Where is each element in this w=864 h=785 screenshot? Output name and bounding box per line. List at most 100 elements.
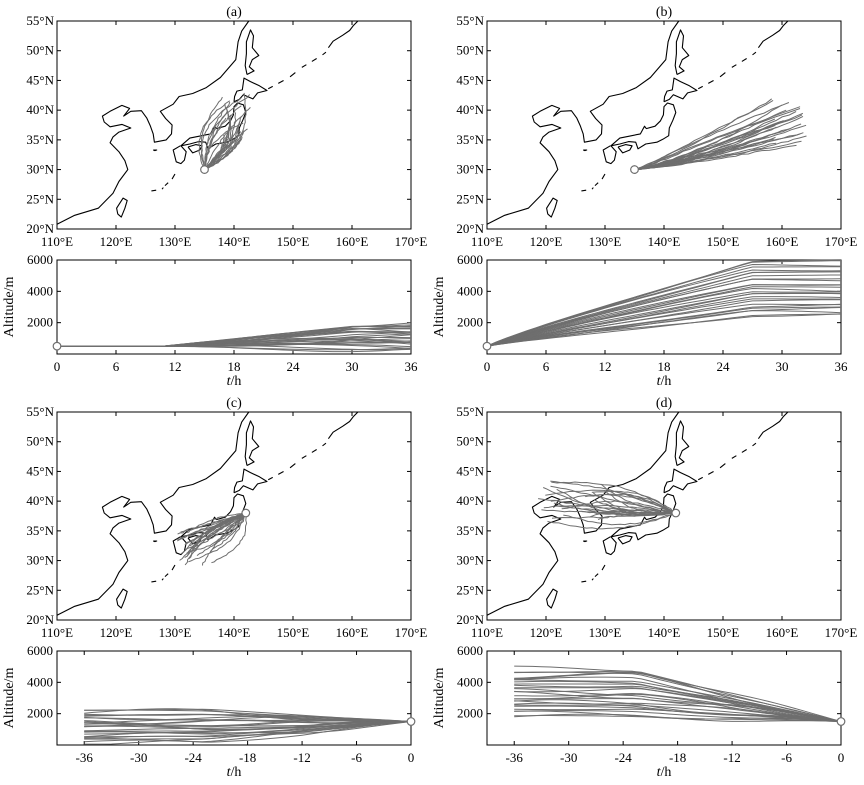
coastline-2 [617, 144, 633, 154]
x-tick-label: 0 [54, 359, 61, 374]
island-chain-1 [731, 455, 737, 459]
x-axis-label: t/h [657, 374, 672, 389]
coastline-4 [244, 29, 260, 75]
trajectory-line [550, 485, 676, 514]
island-chain-0 [161, 578, 164, 581]
trajectory-line [600, 483, 676, 514]
island-chain-1 [301, 64, 307, 68]
altitude-line [486, 271, 842, 347]
island-chain-1 [277, 470, 284, 475]
island-chain-1 [289, 72, 296, 78]
trajectory-line [204, 133, 234, 171]
island-chain-0 [151, 580, 157, 583]
island-chain-1 [267, 85, 273, 90]
trajectory-line [543, 487, 677, 514]
origin-marker [406, 717, 416, 726]
coastline-4 [674, 29, 690, 75]
x-axis-label: t/h [227, 374, 242, 389]
x-tick-label: 130°E [589, 625, 622, 640]
y-tick-label: 20°N [456, 221, 484, 236]
origin-marker [241, 508, 251, 518]
x-tick-label: -18 [669, 750, 686, 765]
y-tick-label: 45°N [456, 72, 484, 87]
trajectory-line [200, 97, 242, 170]
x-tick-label: 150°E [277, 625, 310, 640]
x-tick-label: 36 [405, 359, 419, 374]
coastline-7 [327, 20, 359, 49]
trajectory-line [633, 111, 797, 170]
island-chain-0 [591, 578, 594, 581]
altitude-line [486, 260, 842, 347]
trajectory-line [186, 512, 246, 554]
coastline-6 [153, 540, 158, 543]
trajectory-line [547, 512, 677, 530]
island-chain-1 [752, 442, 757, 447]
x-tick-label: 0 [838, 750, 845, 765]
altitude-curves [514, 665, 842, 722]
origin-marker [836, 717, 846, 726]
y-tick-label: 6000 [457, 252, 483, 267]
trajectory-line [204, 101, 231, 171]
trajectory-line [204, 105, 242, 170]
altitude-frame [486, 650, 842, 746]
x-tick-label: 170°E [825, 234, 858, 249]
y-tick-label: 4000 [27, 674, 53, 689]
y-tick-label: 4000 [27, 283, 53, 298]
x-tick-label: 170°E [825, 625, 858, 640]
coastline-4 [674, 420, 690, 466]
x-tick-label: 160°E [336, 234, 369, 249]
y-tick-label: 20°N [26, 612, 54, 627]
altitude-line [514, 679, 842, 722]
coastline-7 [757, 20, 789, 49]
island-chain-1 [322, 51, 327, 56]
y-tick-label: 2000 [457, 706, 483, 721]
coastline-5 [116, 197, 128, 218]
coastline-3 [663, 77, 698, 103]
coastline-0 [486, 20, 680, 225]
panel-title: (c) [226, 396, 242, 411]
trajectory-line [635, 108, 801, 170]
y-tick-label: 25°N [26, 582, 54, 597]
altitude-curves [84, 708, 412, 745]
trajectory-line [211, 513, 248, 564]
altitude-panel-c: -36 -30 -24 -18 -12 -6 0 2000 4000 6000 Altitude/m… [2, 643, 416, 780]
island-chain-0 [581, 189, 587, 192]
x-axis-label-var: t [227, 374, 232, 389]
island-chain-1 [719, 72, 726, 78]
map-panel-b: (b) 110°E 120°E 130°E 140°E 150°E 160°E 170°E 20… [456, 5, 857, 249]
island-chain-0 [594, 573, 599, 578]
x-tick-label: 0 [408, 750, 415, 765]
y-tick-label: 40°N [26, 493, 54, 508]
coastline-3 [233, 77, 268, 103]
altitude-line [84, 708, 412, 722]
altitude-line [486, 303, 842, 347]
trajectory-group [538, 480, 677, 530]
altitude-line [514, 687, 842, 722]
island-chain-1 [741, 58, 747, 62]
trajectory-line [633, 132, 804, 171]
y-tick-label: 25°N [456, 191, 484, 206]
x-tick-label: 0 [484, 359, 491, 374]
island-chain-1 [697, 85, 703, 90]
island-chain-1 [267, 476, 273, 481]
y-tick-label: 25°N [456, 582, 484, 597]
altitude-line [486, 284, 842, 347]
coastline-5 [116, 588, 128, 609]
island-chain-0 [171, 173, 176, 180]
x-tick-label: 120°E [100, 625, 133, 640]
y-tick-label: 30°N [456, 553, 484, 568]
x-axis-label-unit: /h [661, 765, 672, 780]
y-tick-label: 4000 [457, 674, 483, 689]
altitude-line [84, 721, 412, 732]
x-axis-label-unit: /h [661, 374, 672, 389]
x-tick-label: -18 [239, 750, 256, 765]
altitude-line [514, 687, 842, 722]
x-axis-label-var: t [227, 765, 232, 780]
x-tick-label: 30 [776, 359, 789, 374]
y-tick-label: 50°N [456, 43, 484, 58]
coastline-6 [583, 540, 588, 543]
y-tick-label: 40°N [456, 493, 484, 508]
altitude-line [486, 296, 842, 347]
x-tick-label: 140°E [648, 234, 681, 249]
